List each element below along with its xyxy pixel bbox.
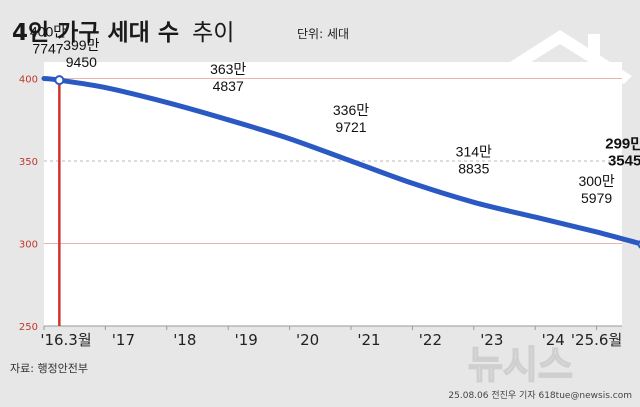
x-tick-label: '17 bbox=[112, 331, 135, 349]
x-tick-label: '24 bbox=[542, 331, 565, 349]
data-labels: 400만 7747 399만 9450 363만 4837 336만 9721 314만 8835… bbox=[30, 24, 640, 206]
y-tick-label: 250 bbox=[19, 322, 38, 333]
data-label: 399만 9450 bbox=[63, 37, 99, 70]
data-label: 363만 4837 bbox=[210, 61, 246, 94]
data-label: 336만 9721 bbox=[333, 102, 369, 135]
x-tick-label: '18 bbox=[173, 331, 196, 349]
chart-title: 4인 가구 세대 수 추이 bbox=[12, 20, 234, 46]
y-axis: 250 300 350 400 bbox=[19, 75, 38, 334]
chart-title-bold: 4인 가구 세대 수 bbox=[12, 20, 179, 46]
unit-label: 단위: 세대 bbox=[297, 27, 349, 41]
x-tick-label: '22 bbox=[419, 331, 442, 349]
series-line bbox=[41, 76, 640, 247]
plot-area bbox=[44, 62, 622, 326]
y-tick-label: 300 bbox=[19, 240, 38, 251]
highlight-marker bbox=[54, 75, 65, 86]
source-text: 자료: 행정안전부 bbox=[10, 362, 88, 375]
y-tick-label: 350 bbox=[19, 157, 38, 168]
x-tick-label: '23 bbox=[480, 331, 503, 349]
x-tick-label: '19 bbox=[235, 331, 258, 349]
x-tick-label: '21 bbox=[357, 331, 380, 349]
x-axis: '16.3월 '17 '18 '19 '20 '21 '22 '23 '24 '25.6월 bbox=[40, 325, 622, 349]
data-label: 300만 5979 bbox=[578, 173, 614, 206]
gridlines bbox=[44, 78, 622, 244]
highlight-lines bbox=[58, 80, 61, 326]
credit-text: 25.08.06 전진우 기자 618tue@newsis.com bbox=[448, 390, 632, 401]
chart-title-light: 추이 bbox=[192, 20, 234, 46]
x-tick-label: '20 bbox=[296, 331, 319, 349]
x-tick-label: '25.6월 bbox=[571, 331, 622, 349]
x-tick-label: '16.3월 bbox=[40, 331, 91, 349]
data-label: 314만 8835 bbox=[456, 143, 492, 176]
y-tick-label: 400 bbox=[19, 75, 38, 86]
data-label: 400만 7747 bbox=[30, 24, 66, 57]
watermark-logo: 뉴시스 bbox=[468, 343, 573, 387]
data-label: 299만 3545 bbox=[605, 135, 640, 169]
